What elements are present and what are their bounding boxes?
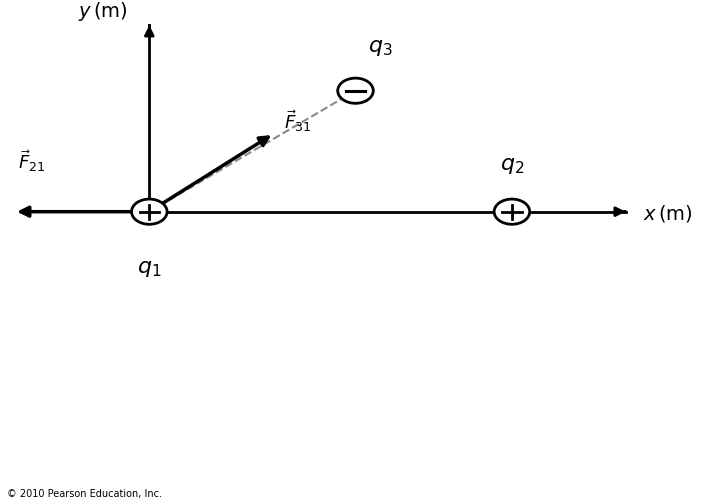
Circle shape	[338, 78, 373, 103]
Text: $\vec{F}_{21}$: $\vec{F}_{21}$	[18, 148, 46, 174]
Text: $q_2$: $q_2$	[500, 154, 524, 176]
Text: $q_3$: $q_3$	[368, 36, 392, 58]
Circle shape	[132, 199, 167, 224]
Text: © 2010 Pearson Education, Inc.: © 2010 Pearson Education, Inc.	[7, 489, 162, 499]
Circle shape	[494, 199, 530, 224]
Text: $x\,(\mathrm{m})$: $x\,(\mathrm{m})$	[643, 203, 693, 224]
Text: $q_1$: $q_1$	[137, 257, 161, 279]
Text: $y\,(\mathrm{m})$: $y\,(\mathrm{m})$	[78, 0, 128, 23]
Text: $\vec{F}_{31}$: $\vec{F}_{31}$	[284, 108, 312, 134]
